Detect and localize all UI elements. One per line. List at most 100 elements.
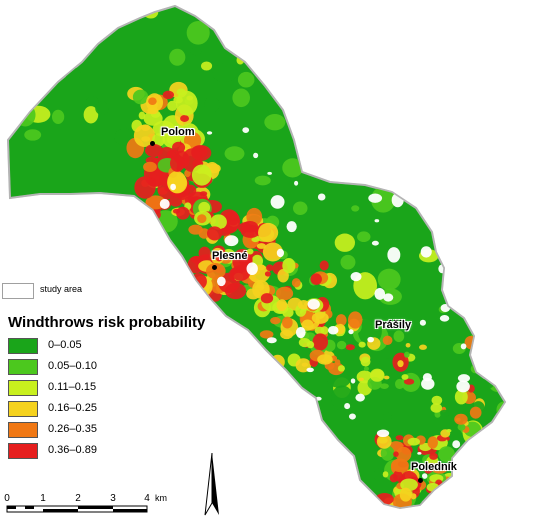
risk-patch	[370, 113, 382, 124]
risk-patch	[155, 269, 166, 278]
legend-label: 0.11–0.15	[48, 381, 97, 393]
risk-patch	[256, 281, 264, 289]
risk-patch	[503, 360, 505, 383]
risk-patch	[282, 316, 293, 329]
risk-patch	[192, 285, 198, 290]
risk-patch	[85, 96, 99, 110]
risk-patch	[267, 171, 272, 175]
risk-patch	[448, 192, 463, 205]
risk-patch	[468, 54, 491, 78]
risk-patch	[205, 263, 226, 280]
risk-patch	[220, 433, 230, 442]
risk-patch	[134, 176, 156, 199]
risk-patch	[158, 437, 172, 452]
risk-patch	[191, 164, 212, 186]
risk-patch	[158, 293, 171, 307]
risk-patch	[229, 472, 250, 491]
risk-patch	[383, 375, 390, 380]
risk-patch	[242, 447, 262, 465]
risk-patch	[379, 383, 389, 389]
risk-patch	[491, 117, 500, 127]
risk-patch	[440, 409, 449, 418]
risk-patch	[516, 415, 533, 429]
risk-patch	[487, 265, 497, 273]
risk-patch	[460, 517, 481, 529]
legend-label: 0.26–0.35	[48, 423, 97, 435]
risk-patch	[159, 198, 170, 210]
risk-patch	[334, 121, 349, 134]
risk-patch	[462, 474, 471, 482]
risk-patch	[456, 380, 470, 393]
risk-patch	[325, 0, 346, 3]
risk-patch	[147, 107, 159, 115]
risk-patch	[348, 413, 356, 420]
risk-patch	[169, 154, 185, 172]
risk-patch	[276, 299, 288, 312]
risk-patch	[350, 271, 362, 282]
risk-patch	[295, 326, 306, 339]
risk-patch	[403, 378, 415, 385]
risk-patch	[382, 335, 393, 346]
risk-patch	[280, 329, 294, 340]
risk-patch	[132, 457, 152, 475]
risk-patch	[439, 9, 457, 27]
risk-patch	[167, 275, 178, 288]
risk-patch	[484, 49, 492, 59]
risk-patch	[269, 419, 293, 440]
risk-patch	[260, 293, 274, 304]
place-label-polednik: Poledník	[411, 461, 457, 473]
risk-patch	[446, 269, 471, 298]
legend-swatch	[8, 422, 38, 438]
risk-patch	[224, 146, 245, 161]
risk-patch	[511, 89, 535, 116]
legend-label: 0.05–0.10	[48, 360, 97, 372]
risk-patch	[70, 244, 79, 252]
risk-patch	[417, 451, 422, 455]
risk-patch	[419, 319, 426, 326]
risk-patch	[20, 60, 30, 67]
risk-patch	[410, 493, 417, 500]
study-area-swatch	[2, 283, 34, 299]
risk-patch	[457, 374, 470, 383]
risk-patch	[266, 337, 277, 344]
risk-patch	[167, 100, 178, 111]
risk-patch	[152, 133, 166, 147]
risk-patch	[12, 75, 34, 92]
risk-patch	[176, 206, 190, 220]
risk-patch	[282, 69, 302, 81]
risk-patch	[214, 406, 234, 428]
risk-patch	[421, 473, 428, 479]
risk-patch	[291, 278, 301, 288]
risk-patch	[143, 161, 157, 173]
risk-patch	[348, 173, 356, 180]
risk-patch	[446, 428, 452, 433]
risk-patch	[268, 415, 274, 419]
risk-patch	[380, 445, 395, 461]
risk-patch	[149, 352, 158, 358]
risk-patch	[297, 134, 305, 142]
risk-patch	[425, 35, 447, 57]
risk-patch	[18, 231, 44, 253]
risk-patch	[309, 144, 318, 154]
risk-patch	[337, 365, 345, 372]
risk-patch	[431, 492, 448, 508]
risk-patch	[87, 203, 102, 215]
risk-patch	[312, 333, 329, 351]
risk-patch	[374, 219, 380, 223]
risk-patch	[254, 175, 271, 186]
scale-tick-label: 4	[144, 493, 150, 504]
risk-patch	[128, 341, 137, 351]
risk-patch	[162, 90, 174, 100]
risk-patch	[175, 90, 198, 116]
scale-bar: 0 1 2 3 4 km	[4, 493, 185, 523]
risk-patch	[405, 342, 411, 348]
risk-patch	[431, 463, 448, 474]
risk-patch	[350, 378, 356, 384]
risk-patch	[491, 454, 505, 481]
risk-patch	[286, 221, 297, 233]
risk-patch	[347, 311, 363, 329]
risk-patch	[393, 330, 405, 343]
risk-patch	[199, 191, 208, 197]
risk-patch	[520, 67, 539, 80]
risk-patch	[450, 199, 464, 210]
